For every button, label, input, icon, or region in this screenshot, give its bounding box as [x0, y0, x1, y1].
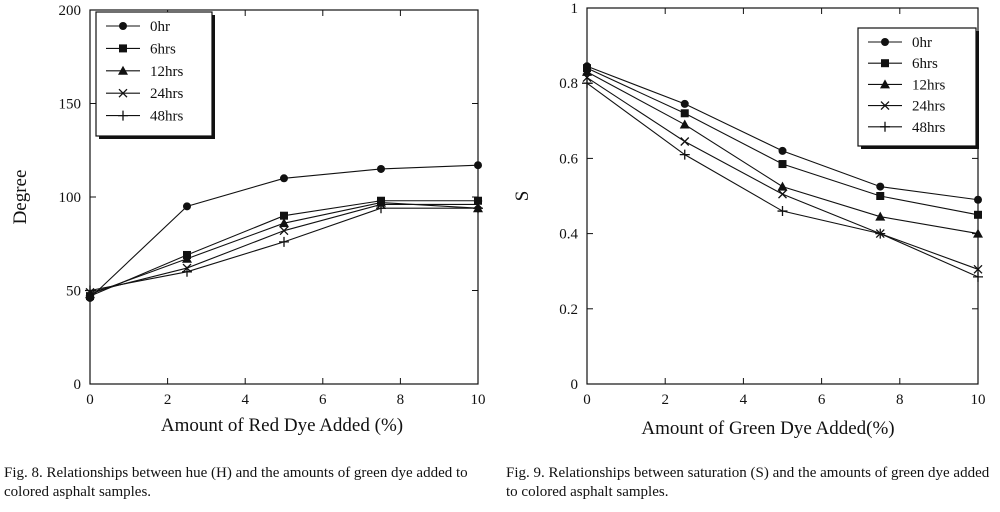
data-point — [973, 228, 983, 238]
data-point — [876, 192, 885, 200]
legend-marker — [881, 59, 889, 68]
series-24hrs — [85, 200, 483, 297]
data-point — [279, 236, 289, 247]
legend-marker — [119, 22, 127, 30]
data-point — [974, 210, 982, 219]
legend-label: 24hrs — [912, 99, 945, 115]
data-point — [680, 109, 689, 118]
legend-marker — [119, 44, 127, 53]
data-point — [377, 164, 385, 173]
y-tick-label: 0 — [571, 377, 579, 393]
legend-marker — [880, 79, 890, 89]
legend-label: 6hrs — [150, 41, 176, 57]
fig9-chart: 0 2 4 6 8 10 0 0.2 0.4 0.6 0.8 1 Amount of Green Dye… — [512, 1, 986, 439]
series-12hrs — [582, 66, 983, 238]
data-point — [474, 161, 482, 170]
y-tick-label: 100 — [59, 190, 82, 206]
series-48hrs — [85, 203, 483, 296]
data-point — [376, 203, 386, 214]
data-point — [679, 149, 690, 160]
data-point — [582, 78, 592, 89]
legend-label: 12hrs — [912, 77, 945, 93]
legend-marker — [118, 88, 128, 98]
figure-8-caption: Fig. 8. Relationships between hue (H) an… — [4, 465, 468, 500]
legend-label: 12hrs — [150, 64, 183, 80]
data-point — [582, 66, 592, 76]
data-point — [680, 137, 690, 146]
data-point — [875, 228, 886, 239]
legend-label: 0hr — [912, 35, 932, 51]
y-axis-label: S — [512, 191, 533, 202]
legend: 0hr 6hrs 12hrs 24hrs 48hrs — [95, 11, 215, 139]
x-tick-label: 0 — [86, 392, 94, 408]
x-tick-label: 2 — [164, 392, 172, 408]
data-point — [876, 182, 885, 191]
legend-label: 6hrs — [912, 56, 938, 72]
data-point — [473, 203, 483, 214]
data-point — [777, 206, 788, 217]
y-tick-label: 50 — [66, 284, 81, 300]
data-point — [280, 174, 288, 183]
data-point — [183, 202, 191, 211]
x-tick-label: 4 — [740, 392, 748, 408]
y-tick-label: 200 — [59, 3, 82, 19]
x-tick-label: 8 — [896, 392, 904, 408]
data-point — [875, 211, 886, 221]
data-point — [778, 160, 787, 169]
data-point — [973, 264, 983, 274]
y-axis-label: Degree — [10, 170, 31, 225]
y-tick-label: 0 — [74, 377, 82, 393]
data-point — [280, 211, 288, 220]
legend-label: 24hrs — [150, 86, 183, 102]
y-tick-label: 0.8 — [559, 76, 578, 92]
legend-marker — [118, 110, 128, 121]
data-point — [778, 189, 787, 199]
data-point — [974, 195, 982, 204]
legend-label: 48hrs — [912, 120, 945, 136]
x-tick-label: 10 — [971, 392, 986, 408]
data-point — [582, 73, 592, 83]
x-tick-label: 4 — [241, 392, 249, 408]
legend-marker — [881, 38, 889, 46]
data-point — [279, 226, 289, 236]
legend-marker — [118, 65, 128, 75]
y-tick-label: 0.4 — [559, 227, 578, 243]
data-point — [474, 196, 482, 205]
data-point — [182, 266, 192, 277]
x-tick-label: 6 — [818, 392, 826, 408]
data-point — [973, 271, 983, 282]
data-point — [85, 285, 95, 296]
series-48hrs — [582, 78, 983, 282]
series-0hr — [86, 161, 482, 302]
data-point — [777, 181, 788, 191]
data-point — [679, 119, 690, 129]
x-tick-label: 6 — [319, 392, 327, 408]
y-tick-label: 1 — [571, 1, 579, 17]
data-point — [182, 253, 192, 263]
y-tick-label: 150 — [59, 97, 82, 113]
legend: 0hr 6hrs 12hrs 24hrs 48hrs — [857, 27, 979, 149]
y-tick-label: 0.6 — [559, 151, 578, 167]
x-tick-label: 0 — [583, 392, 591, 408]
legend-label: 0hr — [150, 19, 170, 35]
x-axis-label: Amount of Red Dye Added (%) — [161, 415, 403, 436]
legend-label: 48hrs — [150, 109, 183, 125]
figure-9-caption: Fig. 9. Relationships between saturation… — [506, 465, 990, 500]
data-point — [778, 146, 787, 155]
legend-marker — [880, 121, 890, 132]
x-tick-label: 2 — [661, 392, 669, 408]
x-axis-label: Amount of Green Dye Added(%) — [641, 418, 894, 439]
x-tick-label: 10 — [471, 392, 486, 408]
y-tick-label: 0.2 — [559, 302, 578, 318]
series-6hrs — [86, 196, 482, 301]
data-point — [279, 218, 289, 228]
data-point — [680, 99, 689, 108]
x-tick-label: 8 — [397, 392, 405, 408]
legend-marker — [880, 101, 890, 111]
series-24hrs — [582, 73, 983, 274]
